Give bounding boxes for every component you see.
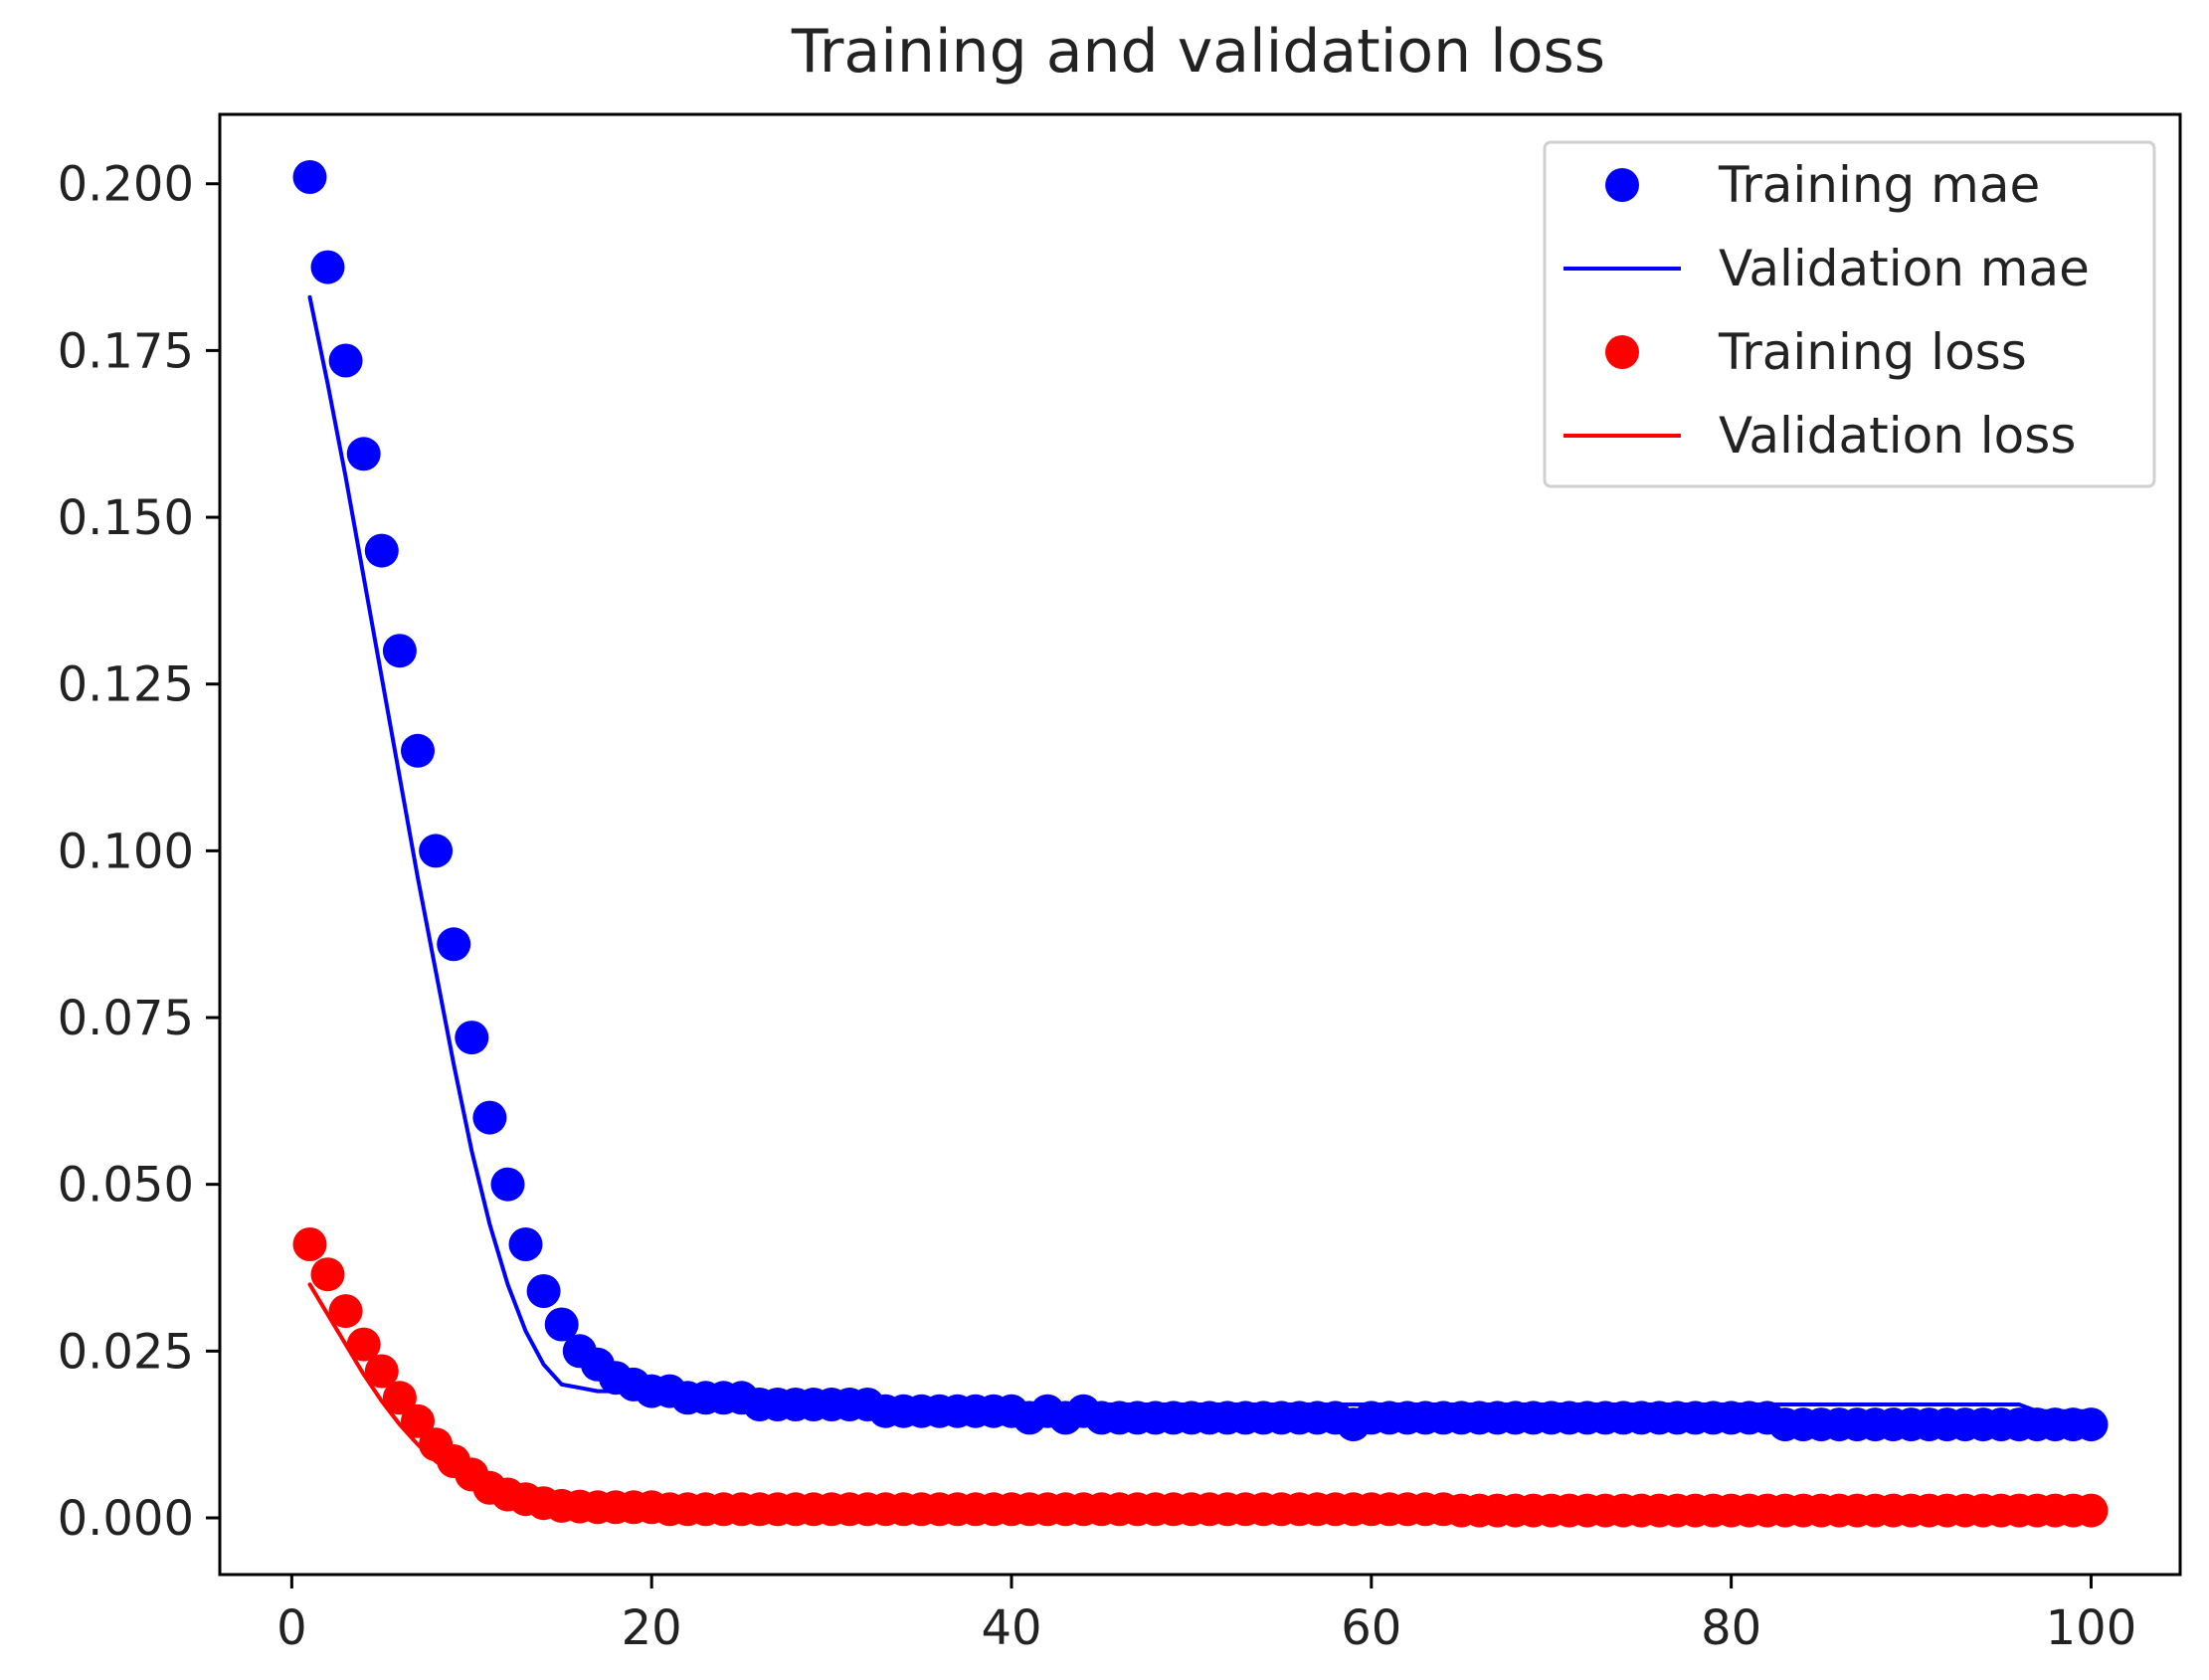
legend-entry-training-mae: Training mae xyxy=(1605,156,2040,214)
data-point xyxy=(401,733,435,768)
data-point xyxy=(419,834,454,868)
data-point xyxy=(472,1100,507,1135)
y-tick-label: 0.000 xyxy=(58,1491,194,1547)
data-point xyxy=(310,250,345,284)
data-point xyxy=(490,1167,525,1202)
x-tick-label: 80 xyxy=(1701,1600,1761,1656)
legend-marker-swatch xyxy=(1605,168,1639,202)
x-tick-label: 40 xyxy=(981,1600,1041,1656)
data-point xyxy=(346,437,381,471)
data-point xyxy=(544,1307,579,1342)
data-point xyxy=(455,1021,489,1055)
y-tick-label: 0.050 xyxy=(58,1158,194,1213)
legend-label: Training mae xyxy=(1718,156,2040,214)
data-point xyxy=(2074,1407,2109,1442)
legend-label: Validation mae xyxy=(1719,240,2090,297)
legend-box xyxy=(1543,140,2156,488)
data-point xyxy=(364,1354,399,1389)
data-point xyxy=(346,1327,381,1362)
chart-title: Training and validation loss xyxy=(791,17,1605,87)
data-point xyxy=(328,343,363,378)
series-line-validation-loss xyxy=(307,1282,2094,1513)
plot-area-frame xyxy=(218,112,2182,1577)
x-tick-label: 60 xyxy=(1341,1600,1401,1656)
series-validation-mae xyxy=(307,294,2094,1413)
legend-entry-validation-loss: Validation loss xyxy=(1564,407,2076,465)
legend: Training mae Validation mae Training loss V… xyxy=(1543,140,2156,488)
y-tick-label: 0.075 xyxy=(58,991,194,1046)
data-point xyxy=(310,1257,345,1292)
data-point xyxy=(328,1294,363,1329)
data-point xyxy=(382,1381,417,1415)
legend-label: Training loss xyxy=(1718,323,2027,381)
series-training-mae xyxy=(292,160,2109,1442)
x-tick-label: 20 xyxy=(622,1600,682,1656)
data-point xyxy=(526,1274,561,1308)
data-point xyxy=(382,634,417,668)
data-point xyxy=(437,927,471,962)
plot-marks xyxy=(292,160,2109,1528)
data-point xyxy=(292,160,327,194)
y-tick-label: 0.175 xyxy=(58,323,194,379)
legend-entry-validation-mae: Validation mae xyxy=(1564,240,2090,297)
series-validation-loss xyxy=(307,1282,2094,1513)
x-tick-label: 100 xyxy=(2046,1600,2137,1656)
y-tick-label: 0.100 xyxy=(58,824,194,879)
data-point xyxy=(292,1227,327,1261)
y-tick-label: 0.125 xyxy=(58,657,194,713)
x-tick-label: 0 xyxy=(276,1600,307,1656)
axes: 0 20 40 60 80 100 0.000 0.025 0.050 0.075 0.100 0.1… xyxy=(58,157,2137,1656)
y-tick-label: 0.150 xyxy=(58,490,194,546)
legend-label: Validation loss xyxy=(1719,407,2076,465)
legend-marker-swatch xyxy=(1605,335,1639,369)
legend-entry-training-loss: Training loss xyxy=(1605,323,2027,381)
y-tick-label: 0.200 xyxy=(58,157,194,213)
data-point xyxy=(401,1403,435,1438)
data-point xyxy=(364,533,399,568)
series-line-validation-mae xyxy=(307,294,2094,1413)
data-point xyxy=(508,1227,543,1261)
y-tick-label: 0.025 xyxy=(58,1324,194,1380)
